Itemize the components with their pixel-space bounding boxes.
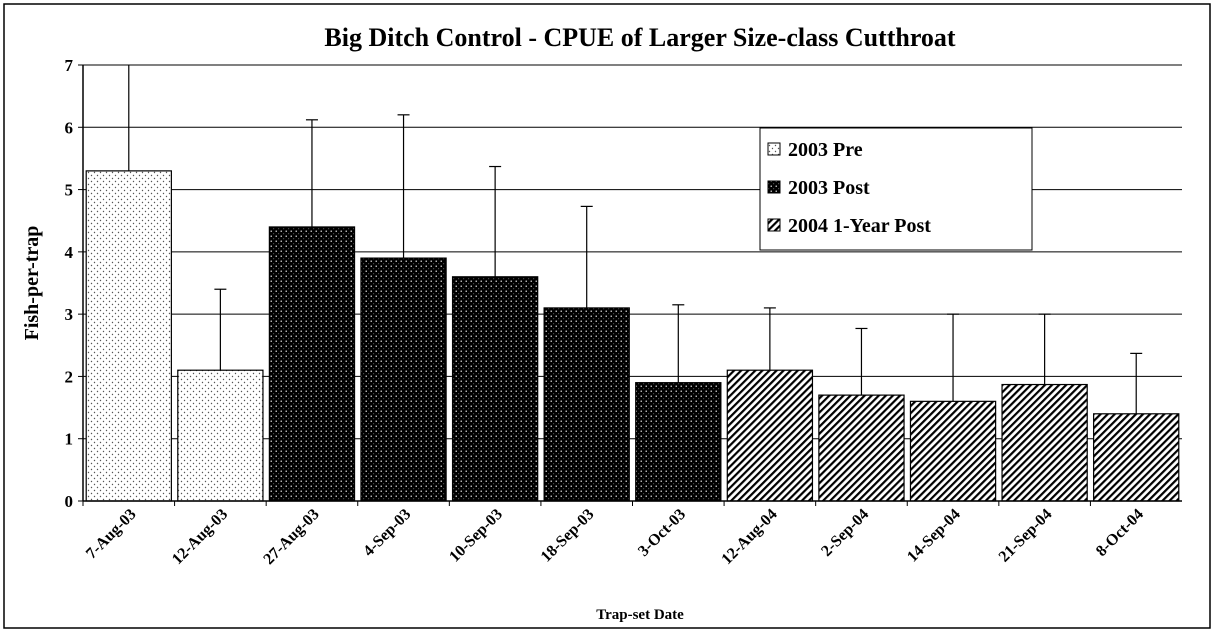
legend-box: [759, 127, 1033, 251]
bar: [268, 226, 356, 502]
bar: [1093, 413, 1180, 502]
bar: [360, 257, 447, 502]
x-axis-title: Trap-set Date: [596, 607, 684, 623]
legend-swatch: [767, 180, 781, 194]
bar: [818, 394, 905, 502]
legend-label: 2004 1-Year Post: [788, 215, 931, 237]
bar: [726, 369, 814, 502]
legend-label: 2003 Pre: [788, 139, 863, 161]
y-tick-label: 4: [65, 243, 74, 262]
y-tick-label: 2: [65, 367, 74, 386]
y-tick-label: 5: [65, 181, 74, 200]
bar: [1001, 383, 1088, 502]
bar: [451, 276, 539, 502]
bar: [909, 400, 997, 502]
chart-title: Big Ditch Control - CPUE of Larger Size-…: [324, 23, 956, 52]
y-tick-label: 3: [65, 305, 74, 324]
bar: [543, 307, 630, 502]
bar: [177, 369, 264, 502]
bar: [635, 382, 722, 502]
legend-swatch: [767, 142, 781, 156]
bar: [85, 170, 172, 502]
y-tick-label: 1: [65, 430, 74, 449]
y-tick-label: 6: [65, 118, 74, 137]
legend-swatch: [767, 218, 781, 232]
legend-label: 2003 Post: [788, 177, 870, 199]
y-tick-label: 0: [65, 492, 74, 511]
y-axis-title: Fish-per-trap: [21, 226, 43, 341]
y-tick-label: 7: [65, 56, 74, 75]
